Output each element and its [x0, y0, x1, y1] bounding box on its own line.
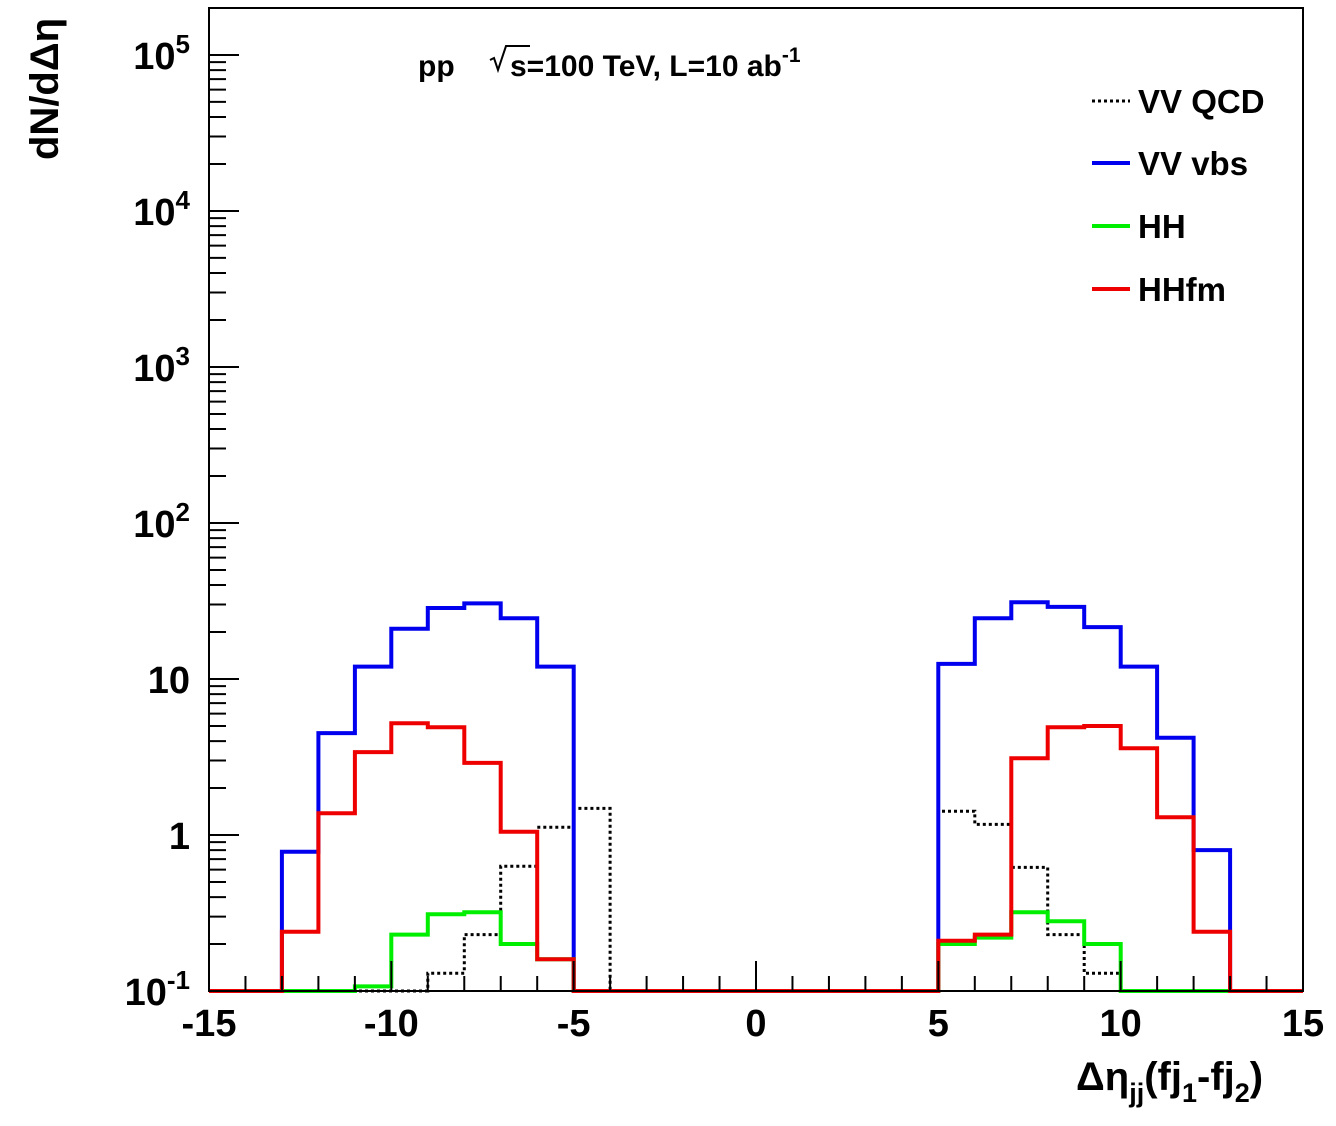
title-energy: s=100 TeV, L=10 ab-1 [510, 44, 801, 83]
legend-label-hhfm: HHfm [1138, 271, 1226, 308]
x-label-sub-2: 2 [1235, 1078, 1250, 1108]
x-axis: -15 -10 -5 0 5 10 15 [182, 961, 1324, 1045]
x-tick-label: 10 [1100, 1003, 1142, 1045]
sqrt-symbol [489, 45, 530, 74]
series-vv-vbs-line [209, 600, 1303, 993]
y-axis: 10-1 1 10 102 103 104 105 [125, 7, 239, 1014]
title-pp: pp [418, 50, 455, 83]
legend-label-vv-vbs: VV vbs [1138, 145, 1248, 182]
legend: VV QCD VV vbs HH HHfm [1085, 68, 1306, 316]
y-axis-label: dN/dΔη [23, 18, 67, 160]
y-tick-label: 1 [169, 816, 190, 858]
x-tick-label: 5 [928, 1003, 949, 1045]
y-tick-label: 104 [133, 185, 190, 234]
y-tick-exponent: -1 [167, 965, 190, 995]
title-energy-text: s=100 TeV, L=10 ab [510, 50, 782, 83]
x-label-sub-jj: jj [1128, 1078, 1144, 1108]
y-tick-exponent: 3 [176, 341, 190, 371]
x-label-delta-eta: Δη [1076, 1055, 1129, 1099]
y-tick-label: 10-1 [125, 965, 190, 1014]
legend-label-vv-qcd: VV QCD [1138, 83, 1265, 120]
y-tick-label: 10 [148, 660, 190, 702]
y-tick-label: 103 [133, 341, 190, 390]
x-tick-label: 0 [745, 1003, 766, 1045]
x-label-close: ) [1250, 1055, 1263, 1099]
legend-label-hh: HH [1138, 208, 1186, 245]
x-axis-label: Δηjj(fj1-fj2) [1076, 1055, 1263, 1108]
legend-box [1085, 68, 1306, 316]
chart-title: pp [418, 50, 455, 83]
x-tick-label: -15 [182, 1003, 237, 1045]
x-tick-label: 15 [1282, 1003, 1324, 1045]
x-label-sub-1: 1 [1182, 1078, 1197, 1108]
x-tick-label: -10 [364, 1003, 419, 1045]
y-tick-exponent: 4 [176, 185, 191, 215]
series-hhfm-line [209, 721, 1303, 993]
histogram-series [209, 600, 1303, 993]
y-tick-exponent: 5 [176, 29, 190, 59]
x-label-open: (fj [1144, 1055, 1182, 1099]
y-tick-label: 105 [133, 29, 190, 78]
title-lumi-exponent: -1 [782, 44, 801, 67]
x-label-mid: -fj [1197, 1055, 1235, 1099]
x-tick-label: -5 [557, 1003, 591, 1045]
y-tick-label: 102 [133, 497, 190, 546]
y-tick-exponent: 2 [176, 497, 190, 527]
